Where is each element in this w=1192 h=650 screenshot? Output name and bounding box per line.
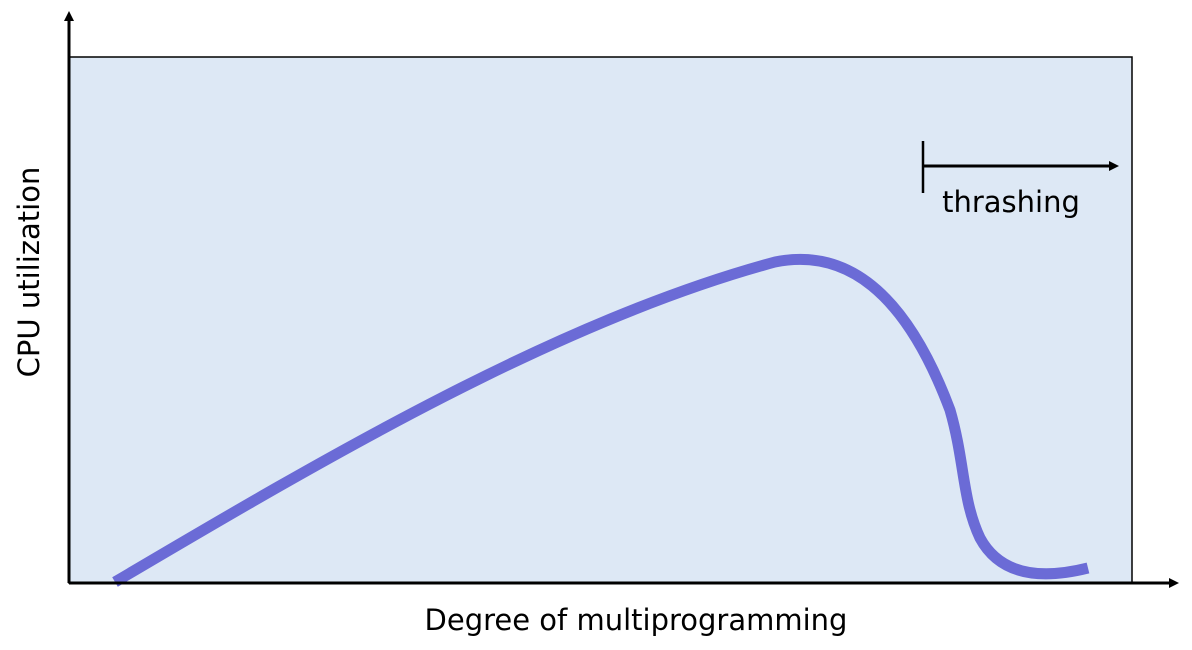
x-axis-label: Degree of multiprogramming <box>425 603 848 637</box>
utilization-curve <box>112 253 1090 587</box>
thrashing-label: thrashing <box>942 185 1080 219</box>
y-axis-label: CPU utilization <box>12 167 46 378</box>
